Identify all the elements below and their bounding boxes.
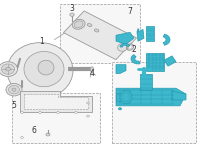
Ellipse shape xyxy=(0,62,18,76)
Ellipse shape xyxy=(122,93,130,101)
Ellipse shape xyxy=(87,115,89,117)
Ellipse shape xyxy=(75,112,77,113)
Ellipse shape xyxy=(118,108,122,110)
Text: 4: 4 xyxy=(90,69,94,78)
Polygon shape xyxy=(163,34,170,45)
Polygon shape xyxy=(116,65,126,74)
Polygon shape xyxy=(140,74,152,90)
Ellipse shape xyxy=(120,90,132,104)
Polygon shape xyxy=(63,11,137,60)
Polygon shape xyxy=(146,53,164,71)
Ellipse shape xyxy=(2,64,14,74)
Ellipse shape xyxy=(46,133,50,136)
Bar xyxy=(60,4,140,63)
Polygon shape xyxy=(116,88,186,106)
Polygon shape xyxy=(20,91,92,112)
Ellipse shape xyxy=(87,24,92,27)
Ellipse shape xyxy=(94,29,99,32)
Ellipse shape xyxy=(12,88,16,91)
Text: 2: 2 xyxy=(132,45,136,55)
Polygon shape xyxy=(146,26,154,41)
Polygon shape xyxy=(131,55,140,64)
Ellipse shape xyxy=(7,43,73,98)
Bar xyxy=(12,93,100,143)
Ellipse shape xyxy=(74,21,83,28)
Polygon shape xyxy=(116,32,134,44)
Ellipse shape xyxy=(57,112,59,113)
Ellipse shape xyxy=(72,19,85,29)
Ellipse shape xyxy=(21,136,23,138)
Ellipse shape xyxy=(39,112,41,113)
Bar xyxy=(112,62,196,143)
Text: 7: 7 xyxy=(128,7,132,16)
Ellipse shape xyxy=(21,112,23,113)
Ellipse shape xyxy=(6,83,22,96)
Polygon shape xyxy=(24,94,88,109)
Text: 1: 1 xyxy=(40,37,44,46)
Polygon shape xyxy=(172,91,186,100)
Ellipse shape xyxy=(87,102,89,104)
Ellipse shape xyxy=(24,51,64,87)
Polygon shape xyxy=(137,29,139,32)
Text: 6: 6 xyxy=(32,126,36,135)
Text: 5: 5 xyxy=(12,101,16,110)
Polygon shape xyxy=(120,43,130,47)
Text: 3: 3 xyxy=(70,4,74,13)
Ellipse shape xyxy=(38,60,54,75)
Ellipse shape xyxy=(6,67,10,71)
Ellipse shape xyxy=(118,43,128,51)
Polygon shape xyxy=(116,93,122,101)
Polygon shape xyxy=(137,29,144,41)
Polygon shape xyxy=(164,56,176,66)
Ellipse shape xyxy=(8,85,20,94)
Ellipse shape xyxy=(90,67,94,71)
Ellipse shape xyxy=(70,13,74,16)
